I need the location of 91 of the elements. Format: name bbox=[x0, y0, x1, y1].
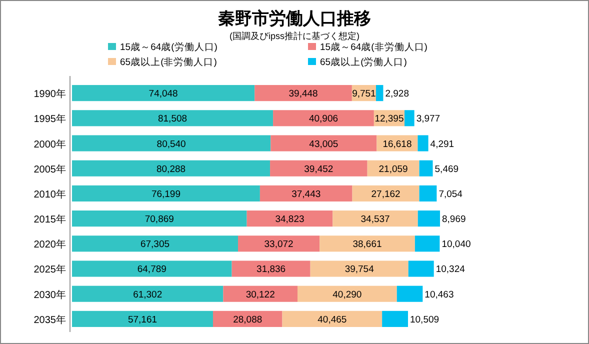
bar bbox=[246, 210, 333, 227]
data-label: 30,122 bbox=[246, 289, 275, 300]
y-tick-label: 2000年 bbox=[34, 138, 66, 150]
data-label: 10,324 bbox=[436, 264, 465, 276]
bar bbox=[72, 85, 255, 102]
bar bbox=[282, 310, 382, 327]
y-tick-label: 2020年 bbox=[34, 238, 66, 251]
legend-label: 15歳～64歳(非労働人口) bbox=[320, 41, 428, 53]
chart-title: 秦野市労働人口推移 bbox=[218, 9, 371, 28]
data-label: 38,661 bbox=[352, 239, 382, 250]
data-label: 34,823 bbox=[275, 214, 304, 226]
bar bbox=[376, 85, 384, 102]
data-label: 28,088 bbox=[233, 314, 262, 326]
data-label: 12,395 bbox=[374, 114, 404, 125]
bar bbox=[72, 110, 274, 126]
data-label: 10,040 bbox=[442, 239, 471, 250]
bar bbox=[238, 236, 320, 252]
bar bbox=[310, 260, 408, 277]
bar bbox=[298, 286, 397, 302]
data-label: 7,054 bbox=[438, 188, 462, 200]
y-tick-label: 1990年 bbox=[34, 88, 66, 100]
bar bbox=[72, 160, 270, 176]
data-label: 40,906 bbox=[308, 114, 338, 125]
data-label: 27,162 bbox=[371, 188, 400, 200]
data-label: 39,448 bbox=[288, 88, 318, 100]
bar bbox=[72, 260, 232, 277]
legend-label: 65歳以上(非労働人口) bbox=[120, 56, 217, 68]
data-label: 33,072 bbox=[264, 239, 294, 250]
bar bbox=[270, 160, 368, 176]
bar bbox=[260, 185, 352, 202]
y-tick-label: 2010年 bbox=[34, 188, 66, 200]
data-label: 39,754 bbox=[344, 264, 374, 276]
data-label: 40,290 bbox=[332, 289, 362, 300]
data-label: 31,836 bbox=[256, 264, 286, 276]
data-label: 8,969 bbox=[442, 214, 466, 226]
y-tick-label: 2005年 bbox=[34, 163, 66, 176]
data-label: 10,509 bbox=[410, 314, 440, 326]
data-label: 39,452 bbox=[304, 164, 334, 175]
data-label: 40,465 bbox=[318, 314, 347, 326]
bar bbox=[72, 210, 247, 227]
data-label: 5,469 bbox=[434, 164, 459, 175]
bar bbox=[72, 236, 238, 252]
y-tick-label: 2025年 bbox=[34, 264, 66, 276]
data-label: 3,977 bbox=[416, 114, 440, 125]
data-label: 74,048 bbox=[148, 88, 178, 100]
bar bbox=[419, 160, 433, 176]
bar bbox=[223, 286, 298, 302]
y-tick-label: 2030年 bbox=[34, 288, 66, 301]
data-label: 2,928 bbox=[385, 88, 409, 100]
bar bbox=[418, 135, 428, 152]
data-label: 10,463 bbox=[424, 289, 454, 300]
data-label: 80,540 bbox=[156, 138, 186, 150]
y-tick-label: 2035年 bbox=[34, 314, 66, 326]
bar bbox=[72, 185, 260, 202]
bar bbox=[396, 286, 423, 302]
data-label: 70,869 bbox=[144, 214, 174, 226]
data-label: 61,302 bbox=[133, 289, 162, 300]
legend-label: 65歳以上(労働人口) bbox=[320, 56, 407, 68]
y-tick-label: 2015年 bbox=[34, 214, 66, 226]
bar bbox=[332, 210, 418, 227]
data-label: 43,005 bbox=[309, 138, 338, 150]
data-label: 4,291 bbox=[430, 138, 454, 150]
data-label: 16,618 bbox=[382, 138, 412, 150]
bar bbox=[270, 135, 377, 152]
legend-label: 15歳～64歳(労働人口) bbox=[120, 41, 218, 53]
chart-subtitle: (国調及びipss推計に基づく想定) bbox=[230, 31, 360, 41]
data-label: 64,789 bbox=[137, 264, 166, 276]
bar bbox=[418, 210, 440, 227]
bar bbox=[72, 286, 224, 302]
bar bbox=[408, 260, 434, 277]
data-label: 37,443 bbox=[292, 188, 321, 200]
bar bbox=[419, 185, 437, 202]
data-label: 9,751 bbox=[352, 88, 376, 100]
data-label: 67,305 bbox=[140, 239, 170, 250]
data-label: 76,199 bbox=[151, 188, 181, 200]
bar bbox=[232, 260, 310, 277]
data-label: 81,508 bbox=[158, 114, 188, 125]
bar bbox=[404, 110, 414, 126]
data-label: 34,537 bbox=[360, 214, 390, 226]
bar bbox=[72, 135, 271, 152]
data-label: 57,161 bbox=[128, 314, 158, 326]
bar bbox=[320, 236, 415, 252]
data-label: 80,288 bbox=[156, 164, 186, 175]
bar bbox=[352, 185, 420, 202]
bar bbox=[414, 236, 440, 252]
data-label: 21,059 bbox=[378, 164, 408, 175]
bar bbox=[254, 85, 352, 102]
bar bbox=[273, 110, 374, 126]
bar bbox=[382, 310, 408, 327]
bar bbox=[72, 310, 213, 327]
y-tick-label: 1995年 bbox=[34, 113, 66, 126]
